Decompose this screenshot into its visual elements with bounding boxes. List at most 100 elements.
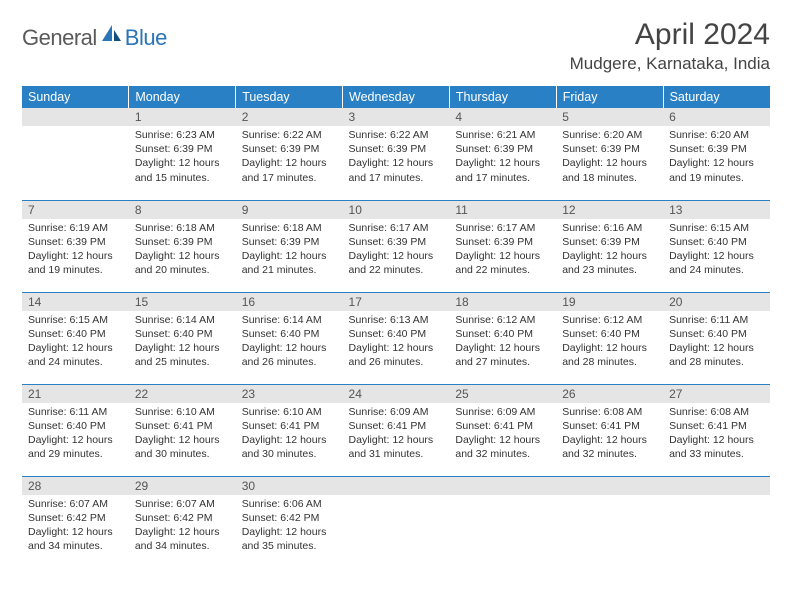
sunset-line: Sunset: 6:40 PM xyxy=(28,419,123,433)
day-number: 22 xyxy=(129,385,236,403)
sunset-label: Sunset: xyxy=(242,328,278,340)
daylight-label: Daylight: xyxy=(242,250,283,262)
calendar-week-row: 28Sunrise: 6:07 AMSunset: 6:42 PMDayligh… xyxy=(22,476,770,566)
sunrise-label: Sunrise: xyxy=(135,406,174,418)
sunrise-label: Sunrise: xyxy=(242,406,281,418)
sunset-value: 6:39 PM xyxy=(173,236,212,248)
weekday-header: Sunday xyxy=(22,86,129,108)
sunrise-value: 6:23 AM xyxy=(176,129,215,141)
weekday-header: Wednesday xyxy=(343,86,450,108)
sunrise-label: Sunrise: xyxy=(562,222,601,234)
sunset-value: 6:42 PM xyxy=(67,512,106,524)
day-number: 27 xyxy=(663,385,770,403)
sunset-value: 6:41 PM xyxy=(280,420,319,432)
sunset-label: Sunset: xyxy=(135,420,171,432)
day-number: 7 xyxy=(22,201,129,219)
day-number: 5 xyxy=(556,108,663,126)
day-number: 17 xyxy=(343,293,450,311)
sunset-line: Sunset: 6:40 PM xyxy=(562,327,657,341)
sunrise-line: Sunrise: 6:20 AM xyxy=(669,128,764,142)
daylight-line: Daylight: 12 hours and 33 minutes. xyxy=(669,433,764,461)
daylight-line: Daylight: 12 hours and 31 minutes. xyxy=(349,433,444,461)
day-body: Sunrise: 6:07 AMSunset: 6:42 PMDaylight:… xyxy=(22,495,129,558)
daylight-line: Daylight: 12 hours and 23 minutes. xyxy=(562,249,657,277)
calendar-week-row: 21Sunrise: 6:11 AMSunset: 6:40 PMDayligh… xyxy=(22,384,770,474)
calendar-day-cell: 1Sunrise: 6:23 AMSunset: 6:39 PMDaylight… xyxy=(129,108,236,198)
sunrise-label: Sunrise: xyxy=(455,222,494,234)
sunset-line: Sunset: 6:39 PM xyxy=(349,142,444,156)
daylight-line: Daylight: 12 hours and 29 minutes. xyxy=(28,433,123,461)
daylight-line: Daylight: 12 hours and 26 minutes. xyxy=(349,341,444,369)
day-number: 16 xyxy=(236,293,343,311)
sunrise-line: Sunrise: 6:08 AM xyxy=(562,405,657,419)
daylight-label: Daylight: xyxy=(669,157,710,169)
sunrise-line: Sunrise: 6:09 AM xyxy=(455,405,550,419)
calendar-day-cell: 8Sunrise: 6:18 AMSunset: 6:39 PMDaylight… xyxy=(129,200,236,290)
daylight-line: Daylight: 12 hours and 17 minutes. xyxy=(455,156,550,184)
day-body: Sunrise: 6:15 AMSunset: 6:40 PMDaylight:… xyxy=(663,219,770,282)
sunrise-value: 6:06 AM xyxy=(283,498,322,510)
day-body: Sunrise: 6:09 AMSunset: 6:41 PMDaylight:… xyxy=(343,403,450,466)
sunrise-line: Sunrise: 6:21 AM xyxy=(455,128,550,142)
sunrise-line: Sunrise: 6:10 AM xyxy=(242,405,337,419)
location-subtitle: Mudgere, Karnataka, India xyxy=(570,54,770,74)
sunrise-line: Sunrise: 6:22 AM xyxy=(242,128,337,142)
calendar-day-cell: 24Sunrise: 6:09 AMSunset: 6:41 PMDayligh… xyxy=(343,384,450,474)
calendar-day-cell: 7Sunrise: 6:19 AMSunset: 6:39 PMDaylight… xyxy=(22,200,129,290)
sunset-label: Sunset: xyxy=(455,420,491,432)
calendar-day-cell: 14Sunrise: 6:15 AMSunset: 6:40 PMDayligh… xyxy=(22,292,129,382)
sunrise-line: Sunrise: 6:17 AM xyxy=(455,221,550,235)
day-body: Sunrise: 6:12 AMSunset: 6:40 PMDaylight:… xyxy=(556,311,663,374)
calendar-empty-cell xyxy=(556,476,663,566)
day-number: 29 xyxy=(129,477,236,495)
daylight-label: Daylight: xyxy=(135,250,176,262)
sunrise-value: 6:09 AM xyxy=(497,406,536,418)
sunrise-line: Sunrise: 6:11 AM xyxy=(28,405,123,419)
sunset-label: Sunset: xyxy=(562,236,598,248)
sunset-label: Sunset: xyxy=(349,236,385,248)
sunset-label: Sunset: xyxy=(135,236,171,248)
sunrise-line: Sunrise: 6:20 AM xyxy=(562,128,657,142)
day-body: Sunrise: 6:17 AMSunset: 6:39 PMDaylight:… xyxy=(343,219,450,282)
calendar-day-cell: 23Sunrise: 6:10 AMSunset: 6:41 PMDayligh… xyxy=(236,384,343,474)
sunrise-value: 6:07 AM xyxy=(69,498,108,510)
sunrise-label: Sunrise: xyxy=(669,406,708,418)
sunrise-label: Sunrise: xyxy=(242,129,281,141)
weekday-header: Tuesday xyxy=(236,86,343,108)
sunrise-value: 6:11 AM xyxy=(711,314,749,326)
sunset-label: Sunset: xyxy=(669,143,705,155)
sunset-label: Sunset: xyxy=(28,420,64,432)
sunset-line: Sunset: 6:39 PM xyxy=(455,142,550,156)
day-body: Sunrise: 6:15 AMSunset: 6:40 PMDaylight:… xyxy=(22,311,129,374)
daylight-label: Daylight: xyxy=(242,342,283,354)
calendar-week-row: 1Sunrise: 6:23 AMSunset: 6:39 PMDaylight… xyxy=(22,108,770,198)
daylight-label: Daylight: xyxy=(242,157,283,169)
day-number: 6 xyxy=(663,108,770,126)
sunrise-label: Sunrise: xyxy=(242,222,281,234)
sunset-line: Sunset: 6:39 PM xyxy=(669,142,764,156)
daylight-line: Daylight: 12 hours and 30 minutes. xyxy=(242,433,337,461)
daylight-line: Daylight: 12 hours and 20 minutes. xyxy=(135,249,230,277)
sunset-value: 6:40 PM xyxy=(601,328,640,340)
calendar-day-cell: 4Sunrise: 6:21 AMSunset: 6:39 PMDaylight… xyxy=(449,108,556,198)
sunset-value: 6:39 PM xyxy=(280,236,319,248)
calendar-day-cell: 11Sunrise: 6:17 AMSunset: 6:39 PMDayligh… xyxy=(449,200,556,290)
sunset-line: Sunset: 6:42 PM xyxy=(242,511,337,525)
calendar-week-row: 14Sunrise: 6:15 AMSunset: 6:40 PMDayligh… xyxy=(22,292,770,382)
sunset-line: Sunset: 6:41 PM xyxy=(349,419,444,433)
sunrise-label: Sunrise: xyxy=(669,222,708,234)
day-body: Sunrise: 6:06 AMSunset: 6:42 PMDaylight:… xyxy=(236,495,343,558)
sunrise-label: Sunrise: xyxy=(135,129,174,141)
sunset-value: 6:40 PM xyxy=(67,328,106,340)
daylight-label: Daylight: xyxy=(349,157,390,169)
daylight-line: Daylight: 12 hours and 21 minutes. xyxy=(242,249,337,277)
sunset-line: Sunset: 6:40 PM xyxy=(28,327,123,341)
day-number: 15 xyxy=(129,293,236,311)
sunset-value: 6:40 PM xyxy=(67,420,106,432)
sunrise-line: Sunrise: 6:22 AM xyxy=(349,128,444,142)
calendar-day-cell: 30Sunrise: 6:06 AMSunset: 6:42 PMDayligh… xyxy=(236,476,343,566)
day-body: Sunrise: 6:20 AMSunset: 6:39 PMDaylight:… xyxy=(663,126,770,189)
day-body: Sunrise: 6:22 AMSunset: 6:39 PMDaylight:… xyxy=(343,126,450,189)
calendar-day-cell: 19Sunrise: 6:12 AMSunset: 6:40 PMDayligh… xyxy=(556,292,663,382)
daylight-line: Daylight: 12 hours and 19 minutes. xyxy=(669,156,764,184)
